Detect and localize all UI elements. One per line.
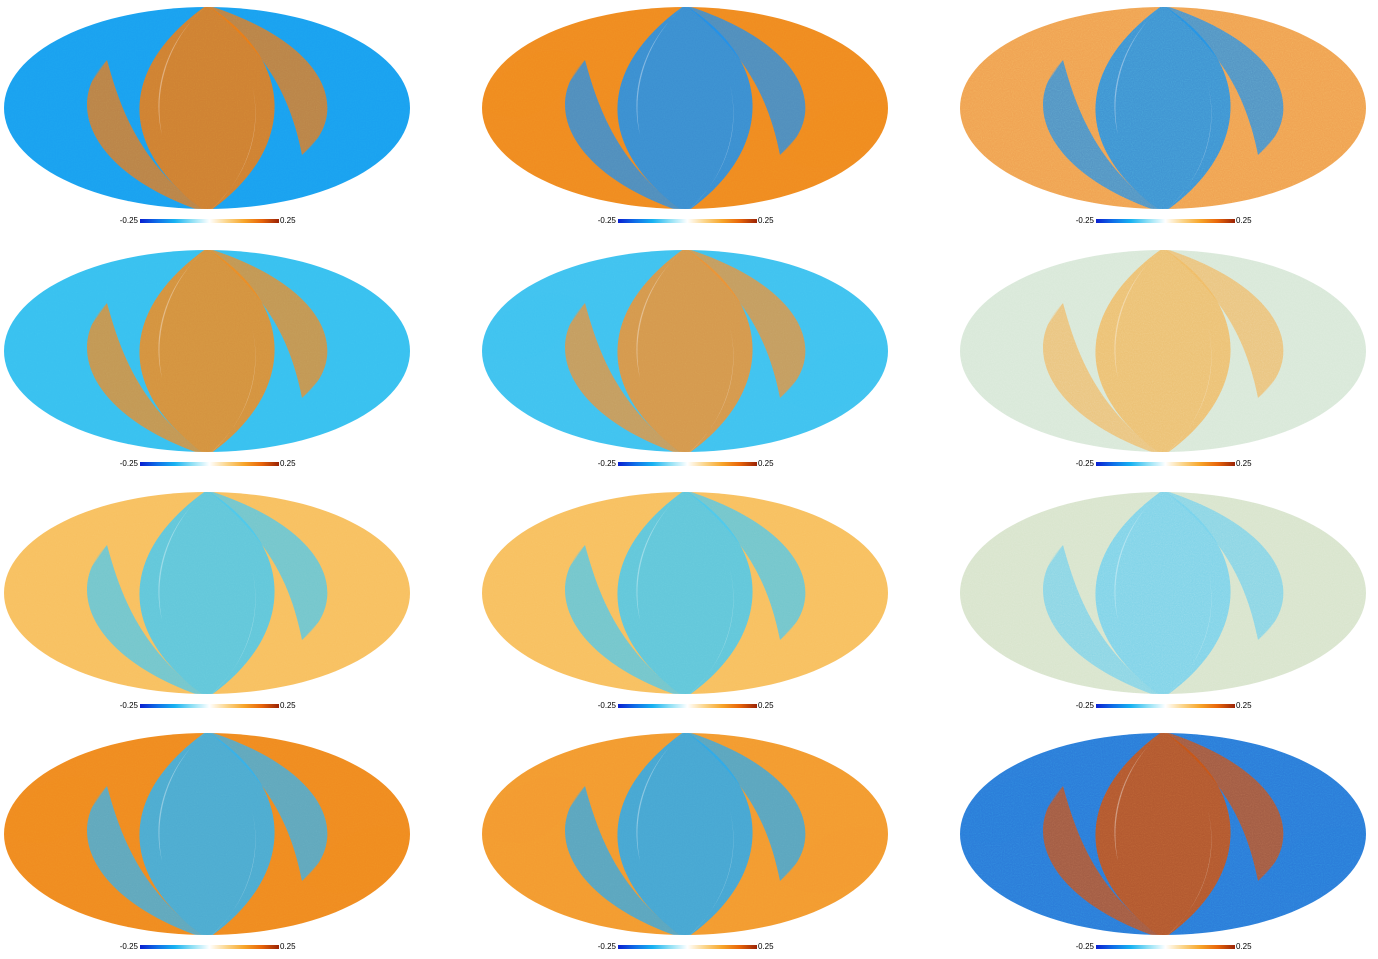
sky-map xyxy=(482,7,888,209)
colorbar-max-label: 0.25 xyxy=(280,701,296,710)
mollweide-map-panel: -0.25 0.25 xyxy=(958,5,1370,233)
mollweide-map-panel: -0.25 0.25 xyxy=(2,5,414,233)
colorbar: -0.25 0.25 xyxy=(588,942,788,954)
colorbar-min-label: -0.25 xyxy=(1075,459,1094,468)
colorbar-gradient xyxy=(1096,945,1235,949)
colorbar: -0.25 0.25 xyxy=(1066,216,1266,228)
colorbar-gradient xyxy=(1096,219,1235,223)
colorbar: -0.25 0.25 xyxy=(1066,942,1266,954)
sky-map xyxy=(960,492,1366,694)
colorbar-min-label: -0.25 xyxy=(119,701,138,710)
colorbar-max-label: 0.25 xyxy=(280,459,296,468)
colorbar-max-label: 0.25 xyxy=(758,459,774,468)
colorbar-max-label: 0.25 xyxy=(1236,216,1252,225)
sky-map xyxy=(482,250,888,452)
colorbar-gradient xyxy=(618,704,757,708)
sky-map xyxy=(4,492,410,694)
colorbar-gradient xyxy=(618,945,757,949)
colorbar: -0.25 0.25 xyxy=(588,701,788,713)
colorbar-min-label: -0.25 xyxy=(119,216,138,225)
colorbar-gradient xyxy=(1096,462,1235,466)
mollweide-map-panel: -0.25 0.25 xyxy=(958,248,1370,476)
sky-map xyxy=(960,7,1366,209)
mollweide-map-panel: -0.25 0.25 xyxy=(480,248,892,476)
colorbar: -0.25 0.25 xyxy=(110,942,310,954)
sky-map xyxy=(960,733,1366,935)
colorbar-max-label: 0.25 xyxy=(280,216,296,225)
mollweide-map-panel: -0.25 0.25 xyxy=(480,5,892,233)
colorbar-min-label: -0.25 xyxy=(597,216,616,225)
colorbar: -0.25 0.25 xyxy=(1066,701,1266,713)
colorbar-max-label: 0.25 xyxy=(280,942,296,951)
mollweide-map-panel: -0.25 0.25 xyxy=(2,731,414,959)
colorbar-min-label: -0.25 xyxy=(597,459,616,468)
colorbar-min-label: -0.25 xyxy=(1075,942,1094,951)
sky-map xyxy=(4,7,410,209)
colorbar: -0.25 0.25 xyxy=(110,216,310,228)
colorbar-gradient xyxy=(140,462,279,466)
colorbar-gradient xyxy=(1096,704,1235,708)
colorbar-max-label: 0.25 xyxy=(758,701,774,710)
mollweide-map-panel: -0.25 0.25 xyxy=(958,731,1370,959)
mollweide-map-panel: -0.25 0.25 xyxy=(2,248,414,476)
colorbar: -0.25 0.25 xyxy=(588,216,788,228)
colorbar-max-label: 0.25 xyxy=(1236,942,1252,951)
colorbar: -0.25 0.25 xyxy=(110,701,310,713)
sky-map xyxy=(960,250,1366,452)
colorbar-max-label: 0.25 xyxy=(1236,459,1252,468)
colorbar-min-label: -0.25 xyxy=(1075,216,1094,225)
mollweide-map-panel: -0.25 0.25 xyxy=(480,731,892,959)
colorbar-gradient xyxy=(618,219,757,223)
colorbar-max-label: 0.25 xyxy=(758,216,774,225)
colorbar-min-label: -0.25 xyxy=(597,701,616,710)
colorbar-min-label: -0.25 xyxy=(119,942,138,951)
colorbar-gradient xyxy=(618,462,757,466)
colorbar-gradient xyxy=(140,945,279,949)
sky-map xyxy=(482,492,888,694)
mollweide-map-panel: -0.25 0.25 xyxy=(2,490,414,718)
colorbar-min-label: -0.25 xyxy=(119,459,138,468)
mollweide-map-panel: -0.25 0.25 xyxy=(958,490,1370,718)
mollweide-map-panel: -0.25 0.25 xyxy=(480,490,892,718)
colorbar-min-label: -0.25 xyxy=(1075,701,1094,710)
sky-map xyxy=(4,733,410,935)
colorbar: -0.25 0.25 xyxy=(588,459,788,471)
colorbar: -0.25 0.25 xyxy=(1066,459,1266,471)
colorbar-gradient xyxy=(140,219,279,223)
colorbar-max-label: 0.25 xyxy=(758,942,774,951)
colorbar-gradient xyxy=(140,704,279,708)
sky-map xyxy=(482,733,888,935)
colorbar-max-label: 0.25 xyxy=(1236,701,1252,710)
sky-map xyxy=(4,250,410,452)
colorbar: -0.25 0.25 xyxy=(110,459,310,471)
colorbar-min-label: -0.25 xyxy=(597,942,616,951)
